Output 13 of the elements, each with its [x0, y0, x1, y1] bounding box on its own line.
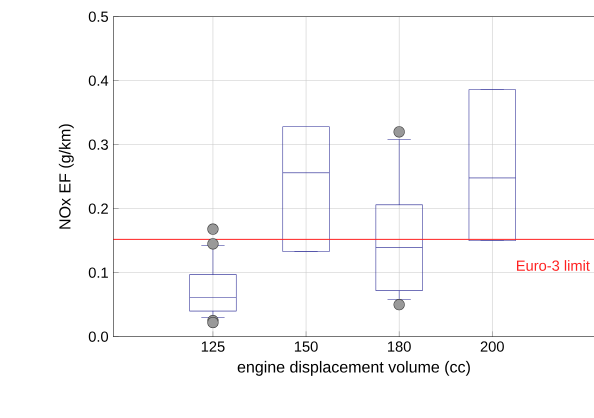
- y-tick-label: 0.2: [88, 203, 108, 214]
- y-tick-label: 0.5: [88, 11, 108, 22]
- ref-line-label: Euro-3 limit: [516, 260, 590, 271]
- x-tick-label: 180: [388, 341, 411, 352]
- x-tick-label: 200: [480, 341, 504, 352]
- x-axis-title: engine displacement volume (cc): [238, 360, 470, 376]
- y-axis-title: NOx EF (g/km): [58, 124, 74, 229]
- y-tick-label: 0.1: [88, 267, 108, 278]
- x-tick-label: 125: [202, 341, 225, 352]
- x-tick-label: 150: [294, 341, 318, 352]
- y-tick-label: 0.4: [88, 75, 108, 86]
- y-tick-label: 0.0: [88, 331, 108, 342]
- y-tick-label: 0.3: [88, 139, 108, 150]
